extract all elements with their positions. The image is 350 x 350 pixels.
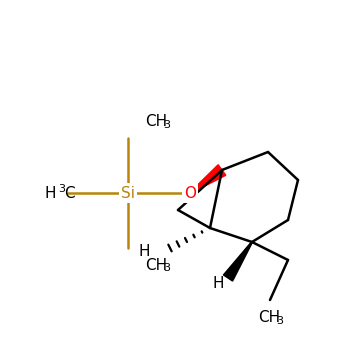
Text: Si: Si [121, 186, 135, 201]
Text: 3: 3 [276, 316, 283, 326]
Text: 3: 3 [163, 120, 170, 130]
Text: H: H [212, 275, 224, 290]
Text: H: H [44, 186, 56, 201]
Text: 3: 3 [58, 184, 65, 194]
Text: 3: 3 [163, 263, 170, 273]
Text: H: H [139, 245, 150, 259]
Text: CH: CH [145, 114, 167, 130]
Text: CH: CH [145, 258, 167, 273]
Text: CH: CH [258, 310, 280, 326]
Text: C: C [64, 186, 75, 201]
Polygon shape [223, 242, 252, 281]
Polygon shape [190, 165, 226, 194]
Text: O: O [184, 186, 196, 201]
